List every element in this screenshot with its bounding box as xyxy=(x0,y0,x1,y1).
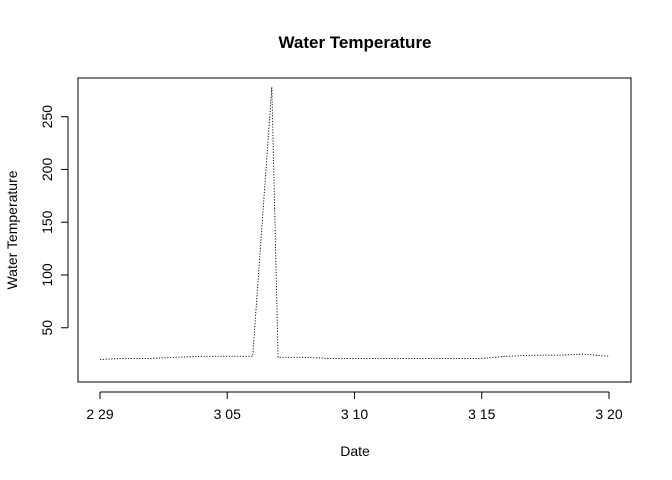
x-axis-label: Date xyxy=(340,443,370,459)
chart-title: Water Temperature xyxy=(278,33,431,52)
y-tick-label: 250 xyxy=(39,105,55,129)
y-axis-label: Water Temperature xyxy=(4,170,20,289)
x-tick-label: 3 10 xyxy=(341,406,368,422)
x-tick-label: 2 29 xyxy=(86,406,113,422)
plot-frame xyxy=(77,77,632,383)
series-line-0 xyxy=(99,87,610,360)
x-tick-label: 3 05 xyxy=(214,406,241,422)
y-tick-label: 150 xyxy=(39,210,55,234)
y-tick-label: 200 xyxy=(39,158,55,182)
y-tick-label: 50 xyxy=(39,320,55,336)
series-layer xyxy=(99,87,610,360)
x-axis: 2 29 3 05 3 10 3 15 3 20 xyxy=(86,391,623,422)
x-tick-label: 3 20 xyxy=(595,406,622,422)
y-axis: 50 100 150 200 250 xyxy=(39,105,69,336)
x-tick-label: 3 15 xyxy=(468,406,495,422)
y-tick-label: 100 xyxy=(39,263,55,287)
